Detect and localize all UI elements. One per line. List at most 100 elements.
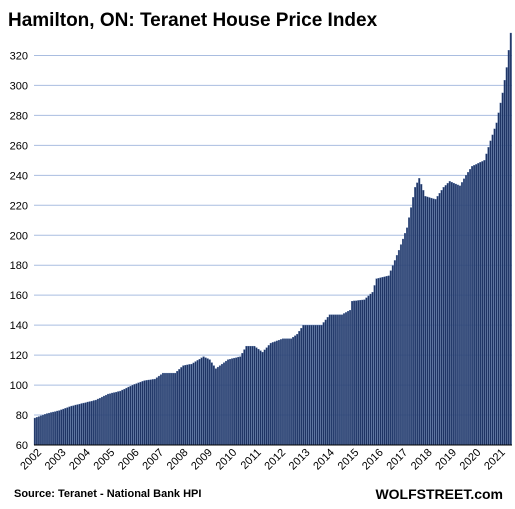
bar — [66, 407, 69, 446]
y-tick-label: 320 — [10, 50, 28, 62]
bar — [296, 333, 299, 446]
bar — [389, 270, 392, 446]
bar — [373, 285, 376, 446]
bar — [117, 391, 120, 446]
bar — [334, 314, 337, 446]
bar — [473, 165, 476, 446]
bar — [361, 299, 364, 446]
bar — [424, 196, 427, 446]
bar — [377, 278, 380, 446]
source-note: Source: Teranet - National Bank HPI — [14, 488, 202, 500]
bar — [166, 372, 168, 446]
bar — [436, 196, 439, 446]
bar — [446, 183, 449, 446]
bar — [237, 356, 240, 446]
bar — [322, 322, 325, 446]
bar — [365, 297, 368, 446]
bar — [227, 359, 230, 446]
bar — [347, 311, 350, 446]
bar — [387, 275, 390, 446]
bar — [324, 319, 327, 446]
bar — [184, 364, 187, 446]
x-tick-label: 2015 — [336, 447, 362, 473]
bar — [493, 128, 496, 446]
bar — [326, 317, 329, 446]
bar — [300, 327, 303, 446]
bar — [438, 193, 441, 446]
bar — [338, 314, 341, 446]
bar — [35, 417, 38, 446]
bar — [159, 374, 162, 446]
bar — [200, 357, 203, 446]
bar — [58, 410, 61, 446]
bar — [231, 358, 234, 446]
bar — [135, 383, 138, 446]
bar — [454, 183, 457, 446]
bar — [255, 347, 258, 446]
bar — [381, 277, 384, 446]
bar — [463, 178, 465, 446]
bar — [497, 112, 500, 446]
bar — [243, 349, 246, 446]
bar — [404, 233, 406, 446]
bar — [168, 372, 171, 446]
bar — [448, 181, 451, 446]
bar — [359, 299, 362, 446]
bar — [137, 382, 140, 446]
bar — [192, 362, 195, 446]
bar — [363, 299, 366, 446]
bar — [310, 324, 313, 446]
bar — [241, 353, 244, 446]
bar — [121, 389, 124, 446]
x-tick-label: 2013 — [287, 447, 313, 473]
x-tick-label: 2006 — [116, 447, 142, 473]
bar — [458, 185, 461, 446]
bar — [60, 409, 63, 446]
bar — [408, 217, 411, 446]
bar — [456, 184, 459, 446]
bar — [225, 360, 227, 446]
bar — [471, 166, 474, 446]
bar — [72, 405, 75, 446]
x-tick-label: 2010 — [214, 447, 240, 473]
bar — [279, 339, 282, 446]
bar — [332, 314, 335, 446]
bar — [428, 197, 431, 446]
bar — [131, 384, 134, 446]
bar — [292, 336, 295, 446]
bar — [343, 313, 345, 446]
bar — [304, 324, 307, 446]
x-tick-label: 2012 — [262, 447, 288, 473]
x-tick-label: 2003 — [43, 447, 69, 473]
bar — [82, 402, 85, 446]
bar — [239, 356, 242, 446]
bar — [151, 379, 154, 446]
bar — [412, 197, 415, 446]
bar — [64, 408, 67, 446]
bar — [507, 50, 510, 446]
bar — [481, 161, 484, 446]
bar — [107, 393, 110, 446]
bar — [249, 345, 252, 446]
y-tick-label: 140 — [10, 320, 28, 332]
bar — [505, 67, 508, 446]
bar — [284, 338, 286, 446]
bar — [491, 134, 494, 446]
bar — [204, 357, 207, 446]
bar — [70, 405, 73, 446]
bar — [450, 182, 453, 446]
y-tick-label: 200 — [10, 230, 28, 242]
x-tick-label: 2008 — [165, 447, 191, 473]
bar — [475, 164, 478, 446]
bar — [369, 293, 372, 446]
bar — [115, 391, 118, 446]
bar — [485, 153, 488, 446]
bar — [259, 350, 262, 446]
bar — [444, 185, 447, 446]
bar — [308, 324, 311, 446]
bar — [290, 338, 293, 446]
bar — [353, 300, 356, 446]
y-tick-label: 280 — [10, 110, 28, 122]
bar — [80, 403, 83, 446]
bar — [180, 367, 183, 446]
